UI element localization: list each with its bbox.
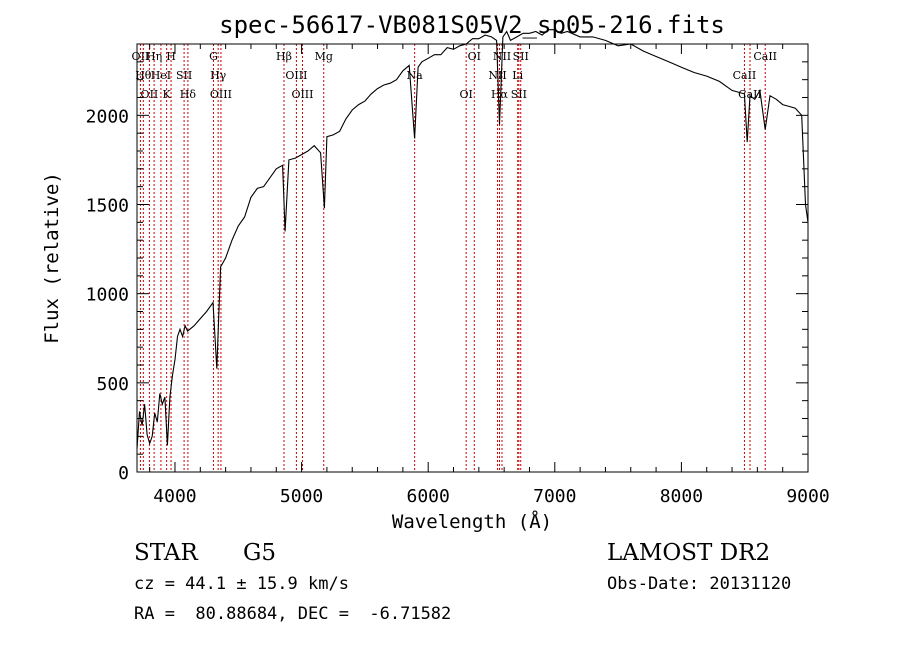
emission-line-markers [139,44,766,472]
y-tick-label-500: 500 [96,374,129,395]
line-label-caii: CaII [733,69,757,82]
x-axis-ticks: 4000 5000 6000 7000 8000 9000 [149,44,830,507]
y-axis-label: Flux (relative) [41,172,63,344]
line-label-oiii: OIII [285,69,307,82]
line-label-hα: Hα [491,88,509,101]
x-tick-label-9000: 9000 [786,486,829,507]
line-label-hβ: Hβ [276,50,292,63]
emission-line-labels: OIIHθOIIHηHeIKHSIIHδGHγOIIIHβOIIIOIIIMgN… [132,50,777,101]
plot-frame [136,43,809,473]
y-axis-ticks: 0 500 1000 1500 2000 [86,61,808,484]
x-axis-label: Wavelength (Å) [392,510,552,533]
line-label-hei: HeI [151,69,171,82]
line-label-mg: Mg [315,50,333,63]
line-label-caii: CaII [753,50,777,63]
line-label-na: Na [407,69,424,82]
line-label-li: Li [512,69,523,82]
line-label-oi: OI [468,50,481,63]
line-label-sii: SII [511,88,527,101]
survey-name: LAMOST DR2 [607,540,771,566]
line-label-k: K [163,88,172,101]
line-label-sii: SII [513,50,529,63]
line-label-oi: OI [459,88,472,101]
redshift-readout: cz = 44.1 ± 15.9 km/s [134,574,349,594]
line-label-oii: OII [132,50,150,63]
line-label-oiii: OIII [210,88,232,101]
line-label-oiii: OIII [291,88,313,101]
line-label-hγ: Hγ [210,69,227,82]
line-label-sii: SII [176,69,192,82]
line-label-hη: Hη [146,50,162,63]
object-subclass: G5 [243,540,277,566]
y-tick-label-1500: 1500 [86,196,129,217]
x-tick-label-5000: 5000 [280,486,323,507]
coordinates: RA = 80.88684, DEC = -6.71582 [134,604,452,624]
line-label-g: G [209,50,218,63]
object-class: STAR [134,540,198,566]
x-tick-label-4000: 4000 [153,486,196,507]
x-tick-label-6000: 6000 [407,486,450,507]
chart-title: spec-56617-VB081S05V2_sp05-216.fits [219,11,725,39]
line-label-h: H [166,50,176,63]
y-tick-label-1000: 1000 [86,285,129,306]
line-label-hδ: Hδ [180,88,197,101]
x-tick-label-8000: 8000 [660,486,703,507]
y-tick-label-0: 0 [118,463,129,484]
spectrum-line [136,29,809,449]
line-label-oii: OII [141,88,159,101]
x-tick-label-7000: 7000 [533,486,576,507]
line-label-hθ: Hθ [135,69,152,82]
obs-date: Obs-Date: 20131120 [607,574,792,594]
y-tick-label-2000: 2000 [86,106,129,127]
